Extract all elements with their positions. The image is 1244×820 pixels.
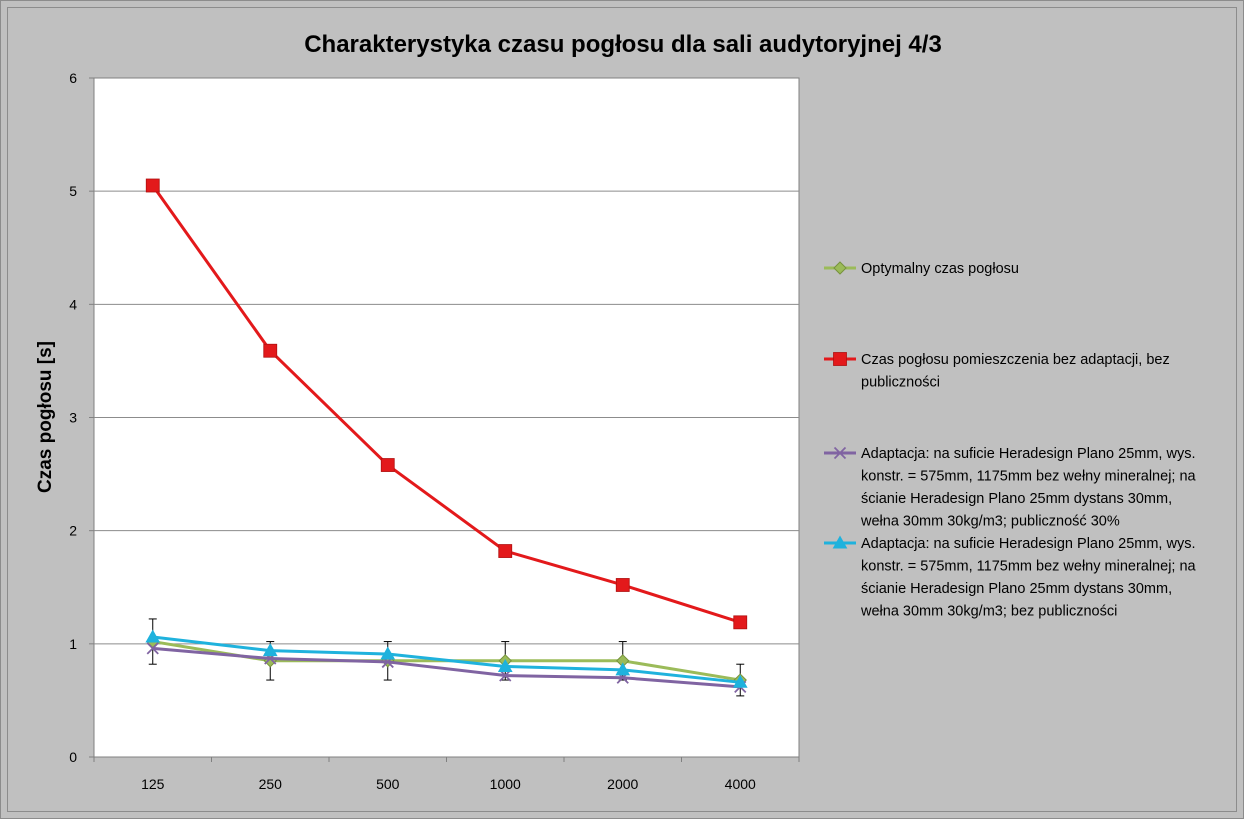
- x-tick-label: 1000: [490, 776, 521, 792]
- legend-label: konstr. = 575mm, 1175mm bez wełny minera…: [861, 469, 1197, 485]
- y-tick-label: 1: [69, 636, 77, 652]
- series-line: [151, 184, 741, 624]
- legend-marker: [833, 352, 847, 366]
- series-4: [145, 629, 748, 688]
- x-tick-label: 4000: [725, 776, 756, 792]
- data-point: [615, 578, 630, 592]
- x-tick-label: 2000: [607, 776, 638, 792]
- axes: 0 1 2 3 4 5 6 125 250 500 1000 2000 4000: [69, 70, 800, 792]
- data-point: [145, 178, 160, 193]
- series-2: [145, 178, 748, 630]
- marker-stroke: [833, 446, 847, 460]
- y-tick-label: 0: [69, 749, 77, 765]
- data-point: [146, 642, 159, 655]
- y-axis-label: Czas pogłosu [s]: [35, 341, 56, 493]
- legend-label: ścianie Heradesign Plano 25mm dystans 30…: [861, 491, 1172, 507]
- legend-entry-4: Adaptacja: na suficie Heradesign Plano 2…: [824, 535, 1197, 620]
- y-tick-label: 4: [69, 296, 77, 312]
- series-line: [152, 635, 741, 684]
- data-point: [145, 629, 161, 643]
- legend-label: Adaptacja: na suficie Heradesign Plano 2…: [861, 446, 1195, 462]
- legend-marker: [832, 535, 848, 549]
- legend: Optymalny czas pogłosu Czas pogłosu pomie…: [824, 261, 1197, 620]
- x-tick-label: 500: [376, 776, 400, 792]
- legend-label: Czas pogłosu pomieszczenia bez adaptacji…: [861, 352, 1170, 368]
- data-point: [733, 615, 748, 630]
- legend-label: wełna 30mm 30kg/m3; bez publiczności: [860, 604, 1117, 620]
- legend-label: ścianie Heradesign Plano 25mm dystans 30…: [861, 581, 1172, 597]
- y-tick-label: 5: [69, 183, 77, 199]
- y-tick-label: 6: [69, 70, 77, 86]
- y-tick-label: 2: [69, 523, 77, 539]
- x-tick-label: 250: [259, 776, 283, 792]
- chart-title: Charakterystyka czasu pogłosu dla sali a…: [304, 31, 942, 58]
- legend-label: wełna 30mm 30kg/m3; publiczność 30%: [860, 514, 1120, 530]
- data-point: [263, 343, 278, 358]
- data-point: [615, 662, 631, 676]
- legend-entry-3: Adaptacja: na suficie Heradesign Plano 2…: [824, 446, 1197, 530]
- series-layer: [145, 178, 748, 697]
- data-point: [262, 643, 278, 657]
- marker-stroke: [146, 642, 159, 655]
- legend-label: Adaptacja: na suficie Heradesign Plano 2…: [861, 536, 1195, 552]
- legend-marker: [833, 261, 847, 275]
- legend-label: publiczności: [861, 375, 940, 391]
- data-point: [380, 646, 396, 660]
- data-point: [732, 674, 748, 688]
- legend-entry-1: Optymalny czas pogłosu: [824, 261, 1019, 277]
- legend-marker: [833, 446, 847, 460]
- y-tick-label: 3: [69, 410, 77, 426]
- legend-label: Optymalny czas pogłosu: [861, 261, 1019, 277]
- legend-label: konstr. = 575mm, 1175mm bez wełny minera…: [861, 559, 1197, 575]
- data-point: [380, 458, 395, 472]
- data-point: [498, 544, 513, 558]
- series-line: [152, 646, 741, 689]
- data-point: [497, 658, 513, 672]
- x-tick-label: 125: [141, 776, 165, 792]
- legend-entry-2: Czas pogłosu pomieszczenia bez adaptacji…: [824, 352, 1170, 391]
